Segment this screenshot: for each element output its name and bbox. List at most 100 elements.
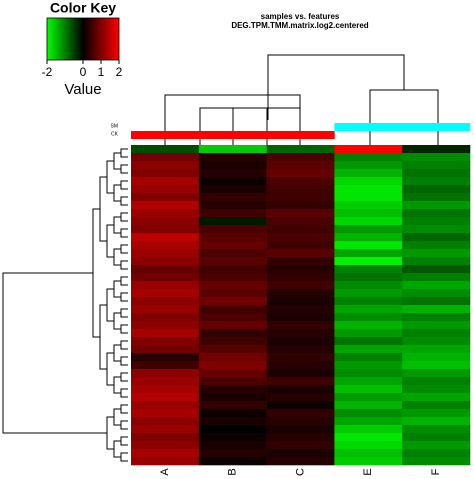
heatmap-cell — [131, 249, 200, 258]
color-key-label: Value — [64, 81, 101, 98]
heatmap-cell — [334, 361, 403, 370]
heatmap-cell — [334, 225, 403, 234]
heatmap-cell — [266, 145, 335, 154]
row-dendrogram-branch — [113, 408, 121, 426]
heatmap-cell — [402, 353, 471, 362]
heatmap-cell — [402, 249, 471, 258]
group-bar — [334, 123, 403, 131]
heatmap-cell — [334, 305, 403, 314]
row-dendrogram-branch — [113, 312, 121, 330]
heatmap-cell — [131, 161, 200, 170]
heatmap-cell — [266, 209, 335, 218]
heatmap-cell — [402, 193, 471, 202]
heatmap-cell — [198, 153, 267, 162]
heatmap-cell — [334, 161, 403, 170]
heatmap-cell — [198, 185, 267, 194]
heatmap-cell — [198, 369, 267, 378]
heatmap-cell — [131, 345, 200, 354]
heatmap-cell — [402, 177, 471, 186]
heatmap-cell — [198, 313, 267, 322]
heatmap-cell — [266, 161, 335, 170]
heatmap-cell — [131, 433, 200, 442]
heatmap-cell — [266, 225, 335, 234]
heatmap-cell — [334, 353, 403, 362]
row-dendrogram-branch — [120, 356, 128, 366]
row-dendrogram-branch — [113, 344, 121, 362]
heatmap-cell — [198, 169, 267, 178]
heatmap-cell — [334, 241, 403, 250]
column-dendrogram — [164, 54, 439, 145]
heatmap-cell — [198, 393, 267, 402]
heatmap-cell — [131, 281, 200, 290]
row-dendrogram-branch — [113, 248, 121, 266]
heatmap-cell — [131, 289, 200, 298]
heatmap-cell — [402, 257, 471, 266]
heatmap-cell — [334, 257, 403, 266]
heatmap-cell — [131, 297, 200, 306]
heatmap-cell — [266, 265, 335, 274]
heatmap-cell — [266, 313, 335, 322]
row-dendrogram-branch — [120, 388, 128, 398]
group-label: CK — [111, 131, 119, 137]
heatmap-cell — [198, 217, 267, 226]
heatmap-cell — [334, 313, 403, 322]
row-dendrogram-branch — [113, 376, 121, 394]
heatmap-cell — [334, 433, 403, 442]
heatmap-cell — [198, 297, 267, 306]
heatmap-cell — [266, 257, 335, 266]
heatmap-cell — [131, 177, 200, 186]
heatmap-cell — [402, 265, 471, 274]
heatmap-cell — [131, 393, 200, 402]
heatmap-cell — [334, 345, 403, 354]
row-dendrogram-branch — [120, 452, 128, 462]
heatmap-cell — [198, 249, 267, 258]
heatmap-cell — [131, 377, 200, 386]
row-dendrogram-branch — [120, 260, 128, 270]
color-key-tick-label: -2 — [42, 65, 53, 79]
column-label: B — [227, 468, 239, 475]
heatmap-cell — [402, 449, 471, 458]
heatmap-cell — [198, 161, 267, 170]
heatmap-cell — [402, 145, 471, 154]
heatmap-cell — [334, 193, 403, 202]
heatmap-cell — [198, 265, 267, 274]
heatmap-cell — [266, 345, 335, 354]
heatmap-cell — [402, 225, 471, 234]
heatmap-cell — [402, 169, 471, 178]
row-dendrogram-branch — [2, 272, 107, 434]
heatmap-cell — [198, 385, 267, 394]
heatmap-cell — [266, 185, 335, 194]
heatmap-cell — [198, 329, 267, 338]
heatmap-cell — [198, 409, 267, 418]
heatmap-cell — [402, 337, 471, 346]
heatmap-cell — [131, 169, 200, 178]
heatmap-cell — [334, 393, 403, 402]
group-bar — [198, 131, 267, 139]
heatmap-cell — [402, 401, 471, 410]
heatmap-cell — [402, 457, 471, 466]
heatmap-cell — [266, 353, 335, 362]
heatmap-cell — [131, 321, 200, 330]
heatmap-cell — [266, 369, 335, 378]
heatmap-cell — [198, 281, 267, 290]
group-bar — [131, 131, 200, 139]
row-dendrogram-branch — [120, 372, 128, 382]
heatmap-cell — [402, 161, 471, 170]
heatmap-cell — [266, 281, 335, 290]
heatmap-cell — [198, 257, 267, 266]
heatmap-cell — [198, 321, 267, 330]
row-dendrogram-branch — [120, 436, 128, 446]
row-dendrogram-branch — [99, 304, 107, 370]
heatmap-cell — [402, 345, 471, 354]
heatmap-cell — [334, 385, 403, 394]
heatmap-cell — [402, 217, 471, 226]
group-bar — [266, 131, 335, 139]
heatmap-cell — [131, 201, 200, 210]
row-dendrogram-branch — [120, 164, 128, 174]
heatmap-cell — [402, 313, 471, 322]
row-dendrogram-branch — [120, 196, 128, 206]
heatmap-cell — [266, 273, 335, 282]
heatmap-cell — [334, 449, 403, 458]
heatmap-cell — [131, 361, 200, 370]
heatmap-cell — [334, 425, 403, 434]
